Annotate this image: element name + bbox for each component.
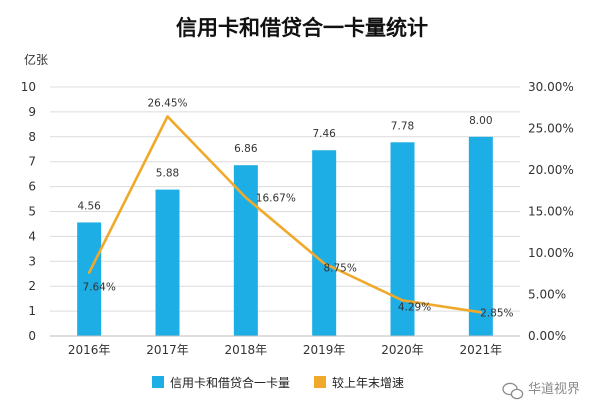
y2-tick-label: 30.00% [528,80,574,94]
legend-label-line: 较上年末增速 [332,375,404,390]
watermark: 华道视界 [502,382,580,400]
y2-tick-label: 0.00% [528,329,566,343]
legend-swatch-line [314,376,326,388]
axes: 0 1 2 3 4 5 6 7 8 9 10 0.00% 5.00% 10.00% 15.00% 20.00%… [21,80,574,357]
x-tick-label: 2016年 [68,343,111,357]
y-tick-label: 2 [28,279,36,293]
data-labels: 4.56 5.88 6.86 7.46 7.78 8.00 7.64% 26.45% 16.67… [77,97,513,319]
y-tick-label: 5 [28,205,36,219]
growth-value-label: 8.75% [323,262,356,274]
bar [390,142,415,336]
chart-title: 信用卡和借贷合一卡量统计 [176,16,428,40]
bar-value-label: 7.78 [391,120,414,132]
y-tick-label: 3 [28,254,36,268]
growth-value-label: 7.64% [82,282,115,294]
y2-tick-label: 10.00% [528,246,574,260]
y-tick-label: 6 [28,180,36,194]
x-tick-label: 2019年 [303,343,346,357]
watermark-text: 华道视界 [528,382,580,397]
bar-value-label: 7.46 [312,128,336,140]
y-tick-label: 4 [28,229,36,243]
x-tick-label: 2020年 [381,343,424,357]
growth-value-label: 2.85% [480,307,513,319]
x-tick-label: 2017年 [146,343,189,357]
y2-tick-label: 20.00% [528,163,574,177]
growth-value-label: 4.29% [398,301,431,313]
bar [312,150,337,336]
growth-line [87,115,483,314]
y2-tick-label: 25.00% [528,122,574,136]
bar-value-label: 8.00 [469,115,492,127]
y-tick-label: 0 [28,329,36,343]
x-tick-label: 2021年 [460,343,503,357]
legend: 信用卡和借贷合一卡量 较上年末增速 [152,375,404,390]
bar [233,165,258,336]
growth-value-label: 16.67% [256,193,296,205]
growth-value-label: 26.45% [147,97,187,109]
bar-series [77,136,493,336]
wechat-icon [502,382,524,400]
y-tick-label: 1 [28,304,36,318]
y-tick-label: 7 [28,155,36,169]
y2-tick-label: 15.00% [528,205,574,219]
growth-line-series [87,115,483,314]
legend-swatch-bars [152,376,164,388]
legend-label-bars: 信用卡和借贷合一卡量 [170,375,290,390]
gridlines [50,86,520,312]
bar [77,222,102,336]
y2-tick-label: 5.00% [528,288,566,302]
y-tick-label: 10 [21,80,36,94]
bar-value-label: 4.56 [77,200,101,212]
y-tick-label: 8 [28,130,36,144]
bar [155,189,180,336]
y-tick-label: 9 [28,105,36,119]
bar-value-label: 6.86 [234,143,258,155]
bar-value-label: 5.88 [156,168,179,180]
y-axis-unit: 亿张 [24,52,48,67]
bar [468,136,493,336]
x-tick-label: 2018年 [225,343,268,357]
